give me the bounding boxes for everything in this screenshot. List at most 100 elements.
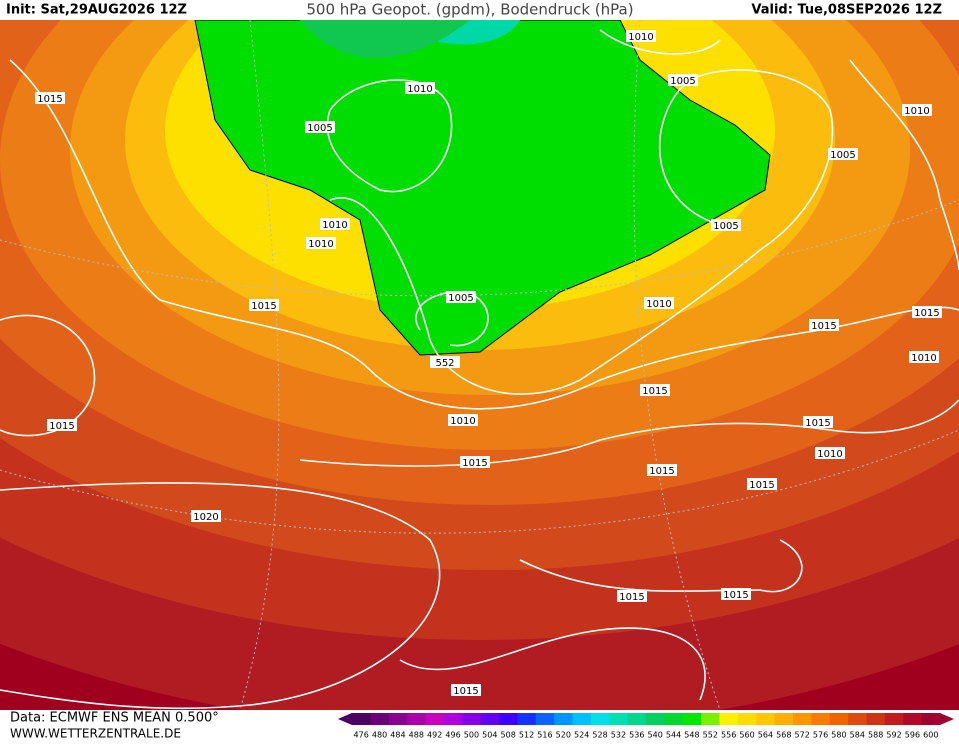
legend-swatch [756, 713, 776, 725]
isobar-label: 1010 [322, 220, 347, 231]
legend-label: 528 [592, 731, 607, 740]
isobar-label-box [711, 219, 741, 231]
isobar-label: 1005 [448, 293, 473, 304]
legend-label: 544 [666, 731, 681, 740]
legend-swatch [425, 713, 445, 725]
isobar-label: 1015 [914, 308, 939, 319]
legend-label: 532 [611, 731, 626, 740]
legend-label: 552 [703, 731, 718, 740]
legend-swatch [646, 713, 665, 725]
isobar-label: 1005 [713, 221, 738, 232]
isobar-label: 1010 [911, 353, 936, 364]
site-text: WWW.WETTERZENTRALE.DE [10, 727, 181, 741]
isobar-label: 1010 [904, 106, 929, 117]
legend-swatch [462, 713, 482, 725]
legend-label: 556 [721, 731, 736, 740]
isobar-label-box [747, 478, 777, 490]
legend-label: 476 [354, 731, 369, 740]
legend-label: 576 [813, 731, 828, 740]
isobar-label-box [446, 291, 476, 303]
isobar-label-box [47, 419, 77, 431]
legend-arrow-right [940, 713, 954, 725]
legend-label: 600 [923, 731, 938, 740]
legend-label: 516 [537, 731, 552, 740]
legend-label: 508 [501, 731, 516, 740]
legend-label: 568 [776, 731, 791, 740]
isobar-label-box [191, 510, 221, 522]
legend-swatch [627, 713, 647, 725]
legend-arrow-left [338, 713, 352, 725]
legend-swatch [609, 713, 629, 725]
isobar-label-box [809, 319, 839, 331]
legend-swatch [370, 713, 390, 725]
legend-label: 520 [556, 731, 571, 740]
isobar-label-box [306, 237, 336, 249]
legend-swatch [829, 713, 849, 725]
legend-swatch [848, 713, 867, 725]
legend-swatch [921, 713, 941, 725]
legend-swatch [535, 713, 555, 725]
legend-label: 560 [739, 731, 754, 740]
legend-label: 536 [629, 731, 644, 740]
legend-label: 496 [445, 731, 460, 740]
legend-label: 592 [886, 731, 901, 740]
legend-swatch [590, 713, 610, 725]
isobar-label-box [451, 684, 481, 696]
isobar-label: 1015 [37, 94, 62, 105]
map-title: 500 hPa Geopot. (gpdm), Bodendruck (hPa) [306, 1, 633, 19]
isobar-label-box [644, 297, 674, 309]
legend-label: 564 [758, 731, 773, 740]
legend-swatch [517, 713, 537, 725]
legend-label: 500 [464, 731, 479, 740]
isobar-label-box [803, 416, 833, 428]
legend-swatch [903, 713, 923, 725]
isobar-label: 1015 [453, 686, 478, 697]
isobar-label: 1010 [407, 84, 432, 95]
legend-swatch [554, 713, 573, 725]
isobar-label: 1010 [817, 449, 842, 460]
legend-swatch [388, 713, 408, 725]
isobar-label-box [912, 306, 942, 318]
legend-swatch [572, 713, 592, 725]
init-text: Init: Sat,29AUG2026 12Z [6, 3, 187, 18]
legend-swatch [811, 713, 831, 725]
isobar-label-box [305, 121, 335, 133]
isobar-label: 552 [435, 358, 454, 369]
isobar-label: 1015 [619, 592, 644, 603]
isobar-label: 1015 [462, 458, 487, 469]
isobar-label-box [626, 30, 656, 42]
legend-swatch [719, 713, 739, 725]
legend-label: 524 [574, 731, 589, 740]
isobar-label-box [448, 414, 478, 426]
isobar-label: 1015 [805, 418, 830, 429]
legend-swatch [774, 713, 794, 725]
isobar-label: 1010 [450, 416, 475, 427]
legend-swatch [884, 713, 904, 725]
isobar-label-box [460, 456, 490, 468]
legend-swatch [664, 713, 684, 725]
isobar-label: 1015 [649, 466, 674, 477]
legend-swatch [480, 713, 500, 725]
legend-swatch [866, 713, 886, 725]
isobar-label-box [640, 384, 670, 396]
legend-swatch [407, 713, 426, 725]
isobar-label: 1010 [646, 299, 671, 310]
legend-label: 548 [684, 731, 699, 740]
legend-swatch [793, 713, 812, 725]
legend-label: 512 [519, 731, 534, 740]
map-area [0, 20, 959, 710]
isobar-label: 1015 [251, 301, 276, 312]
legend-swatch [499, 713, 518, 725]
isobar-label-box [35, 92, 65, 104]
legend-swatch [352, 713, 371, 725]
isobar-label: 1005 [830, 150, 855, 161]
legend-swatch [701, 713, 720, 725]
legend-label: 488 [409, 731, 424, 740]
isobar-label-box [828, 148, 858, 160]
legend-swatch [443, 713, 463, 725]
legend-label: 492 [427, 731, 442, 740]
isobar-label: 1010 [628, 32, 653, 43]
isobar-label-box [909, 351, 939, 363]
isobar-label-box [249, 299, 279, 311]
legend-swatch [737, 713, 757, 725]
